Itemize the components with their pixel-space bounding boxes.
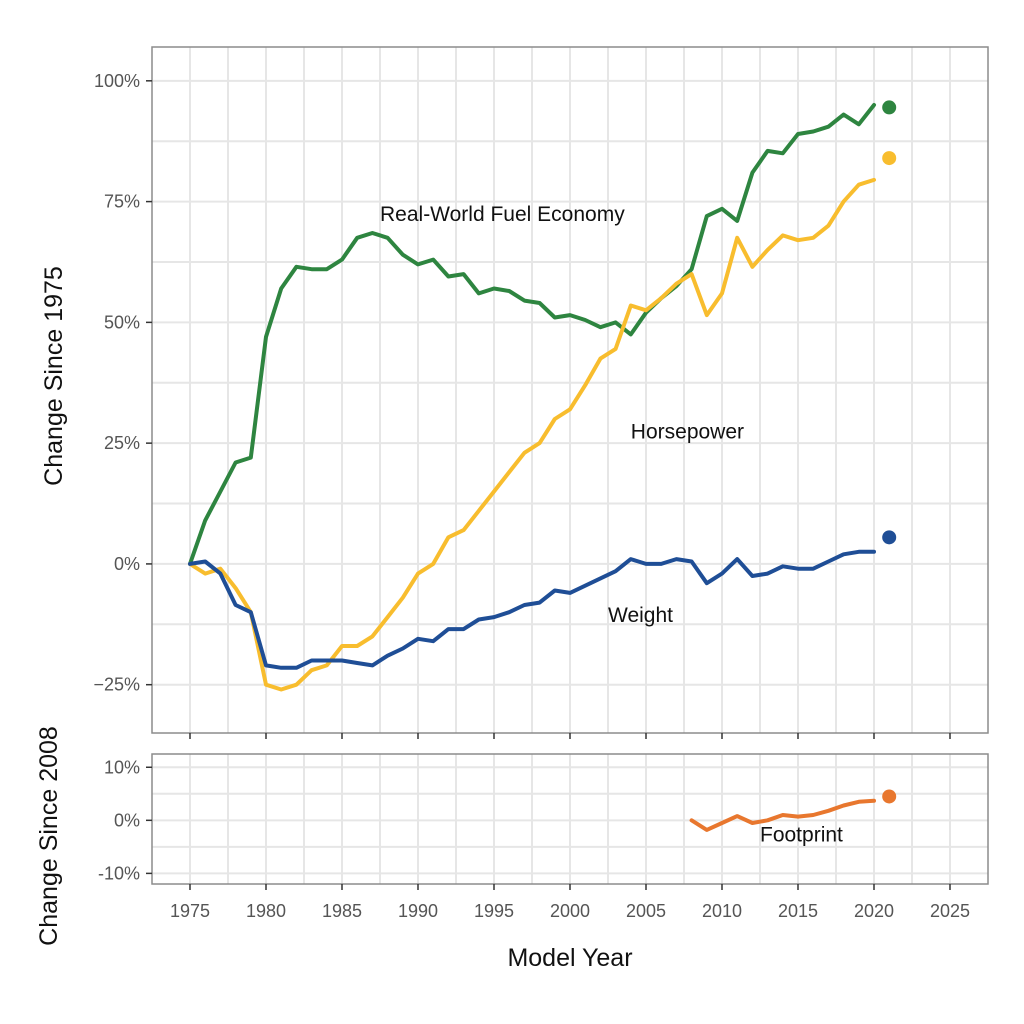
bottom-series-group: Footprint — [689, 789, 897, 847]
y-tick-label: 100% — [94, 71, 140, 91]
y-tick-label: 0% — [114, 810, 140, 830]
bottom-y-axis-title: Change Since 2008 — [35, 726, 63, 946]
y-tick-label: 10% — [104, 757, 140, 777]
x-tick-label: 2025 — [930, 901, 970, 921]
y-tick-label: −25% — [93, 675, 140, 695]
x-tick-label: 2000 — [550, 901, 590, 921]
x-axis-title: Model Year — [507, 944, 632, 972]
top-y-axis-title: Change Since 1975 — [40, 266, 68, 486]
projected-point-horsepower — [882, 151, 897, 166]
x-tick-label: 1995 — [474, 901, 514, 921]
top-gridlines — [152, 47, 988, 733]
x-tick-label: 2005 — [626, 901, 666, 921]
series-label-weight: Weight — [608, 604, 673, 627]
x-tick-label: 1990 — [398, 901, 438, 921]
top-series-group: Real-World Fuel Economy Horsepower Weight — [188, 100, 897, 692]
x-axis: 1975 1980 1985 1990 1995 2000 2005 2010 2015 2020… — [170, 733, 970, 921]
projected-point-footprint — [882, 789, 897, 804]
series-label-horsepower: Horsepower — [631, 420, 744, 443]
series-label-real-world-fuel-economy: Real-World Fuel Economy — [380, 203, 625, 226]
x-tick-label: 2015 — [778, 901, 818, 921]
projected-point-weight — [882, 530, 897, 545]
y-tick-label: 75% — [104, 192, 140, 212]
y-tick-label: 50% — [104, 312, 140, 332]
series-line-footprint — [689, 798, 876, 832]
x-tick-label: 1980 — [246, 901, 286, 921]
bottom-panel: -10% 0% 10% Footprint — [98, 753, 989, 885]
y-tick-label: 0% — [114, 554, 140, 574]
series-line-horsepower — [188, 177, 876, 692]
bottom-y-axis: -10% 0% 10% — [98, 757, 152, 883]
projected-point-real-world-fuel-economy — [882, 100, 897, 115]
x-tick-label: 2020 — [854, 901, 894, 921]
top-y-axis: −25% 0% 25% 50% 75% 100% — [93, 71, 152, 695]
y-tick-label: 25% — [104, 433, 140, 453]
series-line-weight — [188, 549, 876, 670]
bottom-gridlines — [152, 754, 988, 884]
y-tick-label: -10% — [98, 863, 140, 883]
x-tick-label: 1985 — [322, 901, 362, 921]
top-panel: −25% 0% 25% 50% 75% 100% Real-World Fuel Econ… — [93, 46, 989, 734]
series-line-real-world-fuel-economy — [188, 103, 876, 566]
series-label-footprint: Footprint — [760, 824, 843, 847]
x-tick-label: 1975 — [170, 901, 210, 921]
x-tick-label: 2010 — [702, 901, 742, 921]
